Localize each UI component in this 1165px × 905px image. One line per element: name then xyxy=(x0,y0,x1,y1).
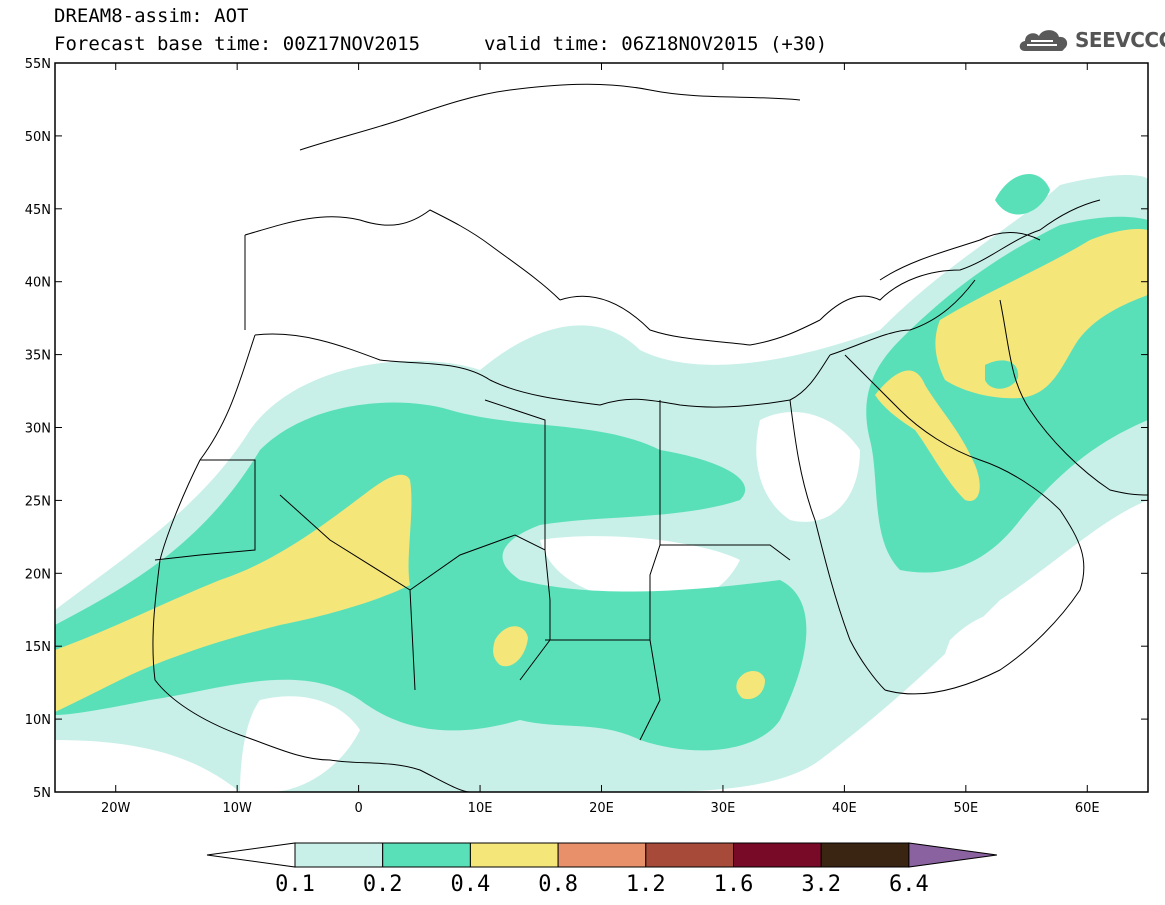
colorbar-under-triangle xyxy=(206,842,296,868)
colorbar-level-label: 1.6 xyxy=(714,872,754,897)
lon-tick-label: 20E xyxy=(589,801,614,816)
lon-tick-label: 20W xyxy=(101,801,131,816)
forecast-base-time: Forecast base time: 00Z17NOV2015 xyxy=(54,33,421,55)
cloud-icon xyxy=(1019,30,1068,51)
lat-tick-label: 15N xyxy=(25,640,51,655)
colorbar-level-label: 6.4 xyxy=(889,872,929,897)
aot-band-0.2 xyxy=(55,402,807,751)
seevccc-logo: SEEVCCC xyxy=(1017,25,1165,55)
colorbar-level-label: 1.2 xyxy=(626,872,666,897)
lon-tick-label: 10E xyxy=(468,801,493,816)
lat-tick-label: 40N xyxy=(25,276,51,291)
aot-band-0.4 xyxy=(55,474,412,712)
coastlines xyxy=(152,83,1148,792)
colorbar-level-label: 0.4 xyxy=(451,872,491,897)
valid-time: valid time: 06Z18NOV2015 (+30) xyxy=(484,33,828,55)
colorbar-over-triangle xyxy=(908,842,997,868)
colorbar-segment xyxy=(382,842,471,868)
lon-tick-label: 40E xyxy=(832,801,857,816)
lat-tick-label: 35N xyxy=(25,349,51,364)
colorbar-segment xyxy=(469,842,559,868)
colorbar-level-label: 0.1 xyxy=(275,872,315,897)
logo-text: SEEVCCC xyxy=(1075,28,1165,52)
lon-tick-label: 60E xyxy=(1075,801,1100,816)
colorbar-level-label: 0.8 xyxy=(538,872,578,897)
colorbar-segment xyxy=(645,842,734,868)
lat-tick-label: 50N xyxy=(25,130,51,145)
aot-field xyxy=(55,173,1148,792)
colorbar-level-label: 0.2 xyxy=(363,872,403,897)
lon-tick-label: 30E xyxy=(711,801,736,816)
colorbar: 0.1 0.2 0.4 0.8 1.2 1.6 3.2 6.4 xyxy=(206,842,997,897)
aot-band-0.4-east xyxy=(935,229,1148,399)
lat-tick-label: 20N xyxy=(25,567,51,582)
lon-tick-label: 50E xyxy=(953,801,978,816)
colorbar-level-label: 3.2 xyxy=(801,872,841,897)
longitude-axis: 20W 10W 0 10E 20E 30E 40E 50E 60E xyxy=(101,63,1100,816)
colorbar-segment xyxy=(733,842,822,868)
lat-tick-label: 45N xyxy=(25,203,51,218)
lon-tick-label: 0 xyxy=(354,801,362,816)
colorbar-segment xyxy=(557,842,647,868)
lat-tick-label: 5N xyxy=(33,786,51,801)
lon-tick-label: 10W xyxy=(222,801,252,816)
latitude-axis: 5N 10N 15N 20N 25N 30N 35N 40N 45N 50N 55N xyxy=(25,57,1148,801)
map-title: DREAM8-assim: AOT xyxy=(54,5,249,27)
lat-tick-label: 25N xyxy=(25,494,51,509)
lat-tick-label: 55N xyxy=(25,57,51,72)
colorbar-segment xyxy=(294,842,384,868)
colorbar-segment xyxy=(820,842,910,868)
lat-tick-label: 10N xyxy=(25,713,51,728)
lat-tick-label: 30N xyxy=(25,422,51,437)
